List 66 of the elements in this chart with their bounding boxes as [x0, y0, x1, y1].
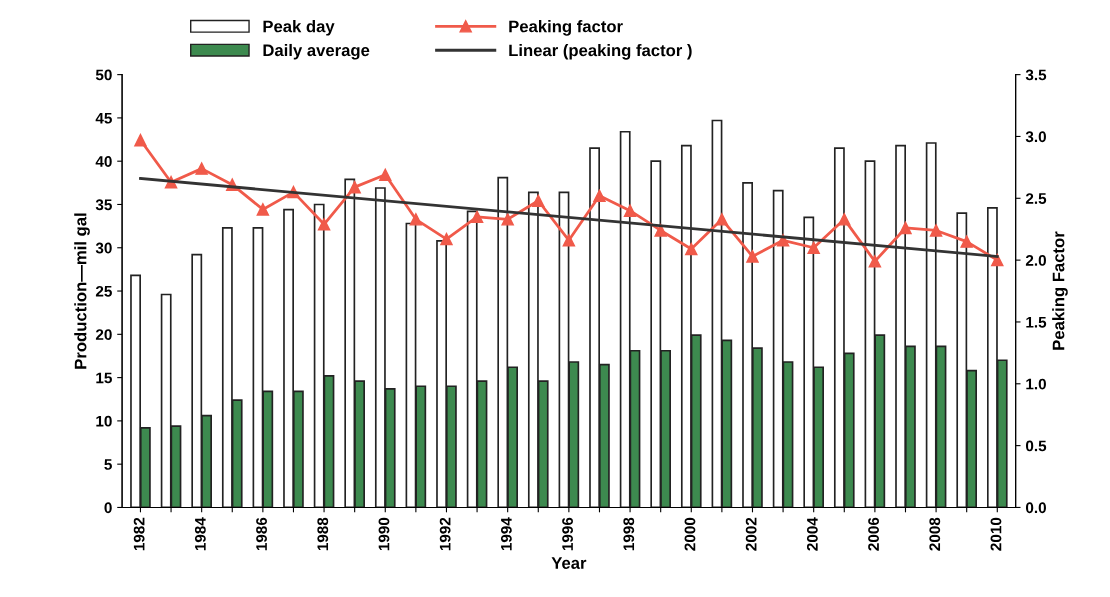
point — [562, 234, 576, 247]
y-tick-label: 50 — [95, 69, 112, 81]
point — [409, 213, 423, 226]
point — [134, 133, 147, 147]
x-tick-label: 2000 — [684, 517, 696, 551]
point — [776, 234, 790, 247]
point — [379, 168, 392, 182]
y-tick-label: 0 — [104, 502, 112, 514]
y2-tick-label: 2.0 — [1025, 254, 1046, 266]
y-tick-label: 5 — [104, 459, 112, 470]
y-tick-label: 40 — [95, 156, 112, 167]
y-tick-label: 35 — [95, 199, 112, 211]
point — [960, 235, 973, 248]
point — [623, 204, 637, 217]
y2-tick-label: 3.0 — [1025, 131, 1046, 143]
y-tick-label: 30 — [95, 242, 112, 254]
point — [348, 180, 361, 194]
point — [838, 213, 851, 226]
y-axis-title: Production—mil gal — [74, 213, 90, 369]
point — [715, 213, 729, 226]
y2-tick-label: 2.5 — [1025, 193, 1047, 204]
y2-tick-label: 1.0 — [1026, 378, 1046, 390]
point — [256, 203, 270, 216]
legend-label: Linear (peaking factor ) — [509, 44, 692, 60]
legend-label: Peak day — [263, 20, 335, 36]
x-tick-label: 2008 — [929, 517, 941, 551]
x-tick-label: 2004 — [806, 517, 818, 551]
x-tick-label: 1986 — [256, 517, 267, 551]
point — [317, 218, 331, 231]
point — [501, 213, 514, 226]
x-tick-label: 1996 — [562, 517, 573, 551]
point — [470, 210, 484, 224]
point — [440, 232, 453, 246]
x-tick-label: 1984 — [194, 517, 206, 551]
y-tick-label: 25 — [95, 285, 112, 297]
legend-label: Peaking factor — [509, 20, 623, 36]
y-tick-label: 20 — [95, 329, 112, 341]
point — [593, 189, 606, 203]
x-tick-label: 1992 — [439, 517, 451, 551]
x-tick-label: 1990 — [378, 517, 390, 551]
y2-tick-label: 3.5 — [1025, 69, 1047, 81]
y-tick-label: 10 — [96, 415, 112, 427]
x-tick-label: 2010 — [990, 517, 1002, 551]
x-tick-label: 1994 — [500, 517, 512, 551]
point — [868, 255, 882, 268]
y-tick-label: 15 — [96, 372, 112, 384]
x-tick-label: 1988 — [317, 517, 329, 551]
x-tick-label: 1982 — [133, 517, 145, 551]
y-tick-label: 45 — [95, 112, 112, 124]
x-tick-label: 2002 — [745, 517, 757, 551]
x-tick-label: 2006 — [868, 517, 879, 551]
y2-axis-title: Peaking Factor — [1052, 231, 1068, 350]
x-axis-title: Year — [551, 557, 587, 569]
y2-tick-label: 0.5 — [1025, 440, 1047, 452]
point — [685, 242, 698, 256]
point — [195, 162, 208, 175]
point — [899, 221, 912, 235]
legend-label: Daily average — [263, 43, 370, 60]
point — [532, 194, 545, 208]
point — [929, 224, 943, 237]
point — [654, 224, 667, 237]
y2-tick-label: 0.0 — [1025, 502, 1046, 514]
x-tick-label: 1998 — [623, 517, 635, 551]
y2-tick-label: 1.5 — [1026, 316, 1047, 328]
point — [807, 241, 820, 255]
point — [746, 250, 759, 263]
